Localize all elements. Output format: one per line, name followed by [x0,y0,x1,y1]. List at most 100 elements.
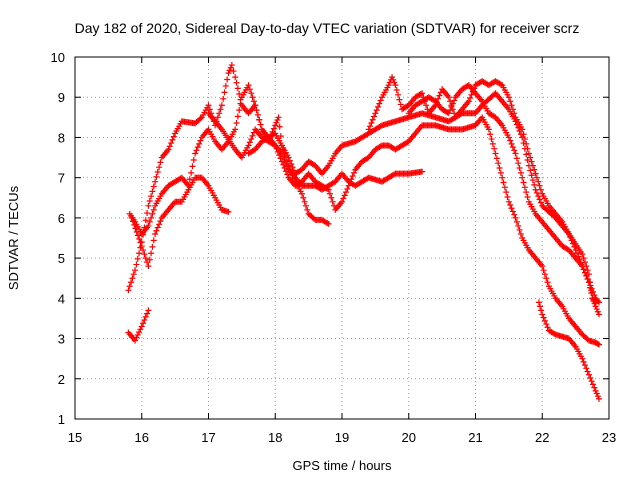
data-point [153,173,160,180]
data-point [539,263,546,270]
data-point [581,259,588,266]
data-point [233,79,240,86]
data-point [515,160,522,167]
data-point [468,91,475,98]
data-point [138,323,145,330]
data-point [193,147,200,154]
data-point [451,97,458,104]
data-point [583,272,590,279]
data-point [300,194,307,201]
data-point [585,371,592,378]
data-point [128,279,135,286]
data-point [133,334,140,341]
series-arc-6 [205,110,602,348]
data-point [157,159,164,166]
data-point [493,155,500,162]
data-point [487,131,494,138]
data-point [491,145,498,152]
data-point [157,218,164,225]
data-point [129,275,136,282]
data-point [289,164,296,171]
data-point [302,202,309,209]
data-point [280,161,287,168]
data-point [254,111,261,118]
data-point [145,307,152,314]
data-point [152,178,159,185]
data-point [588,285,595,292]
data-point [520,140,527,147]
data-point [249,132,256,139]
data-point [376,100,383,107]
data-point [272,142,279,149]
data-point [232,126,239,133]
data-point [587,374,594,381]
data-point [523,151,530,158]
data-point [511,110,518,117]
y-tick-label: 9 [58,90,65,105]
data-point [569,240,576,247]
data-point [445,94,452,101]
data-point [595,311,602,318]
data-point [304,206,311,213]
data-point [149,188,156,195]
data-point [281,165,288,172]
data-point [520,179,527,186]
data-point [565,230,572,237]
data-point [132,225,139,232]
data-point [189,163,196,170]
y-tick-label: 3 [58,332,65,347]
data-point [595,341,602,348]
data-point [145,222,152,229]
data-point [246,86,253,93]
data-point [533,189,540,196]
data-point [133,228,140,235]
data-point [343,189,350,196]
data-point [512,150,519,157]
data-point [544,279,551,286]
data-point [245,142,252,149]
data-point [505,198,512,205]
data-point [236,107,243,114]
data-point [146,218,153,225]
data-point [142,217,149,224]
grid-lines [75,57,609,419]
data-point [594,340,601,347]
data-point [298,190,305,197]
data-point [136,329,143,336]
data-point [152,230,159,237]
data-point [505,94,512,101]
data-point [385,82,392,89]
data-point [507,202,514,209]
data-point [532,186,539,193]
data-point [419,90,426,97]
data-point [581,362,588,369]
data-point [519,126,526,133]
data-point [177,175,184,182]
series-arc-7 [365,74,602,318]
data-point [589,288,596,295]
data-point [324,220,331,227]
data-point [467,95,474,102]
data-point [224,76,231,83]
data-point [580,255,587,262]
data-point [368,119,375,126]
data-point [270,141,277,148]
data-point [225,208,232,215]
axis-ticks [74,56,610,420]
data-point [284,171,291,178]
data-point [324,185,331,192]
data-point [277,155,284,162]
data-point [153,227,160,234]
data-point [275,114,282,121]
data-point [485,126,492,133]
data-point [572,247,579,254]
data-point [588,378,595,385]
data-point [583,365,590,372]
data-point [449,100,456,107]
x-tick-label: 19 [335,430,349,445]
data-point [205,102,212,109]
data-point [497,169,504,176]
data-point [131,221,138,228]
data-point [391,171,398,178]
data-point [521,136,528,143]
